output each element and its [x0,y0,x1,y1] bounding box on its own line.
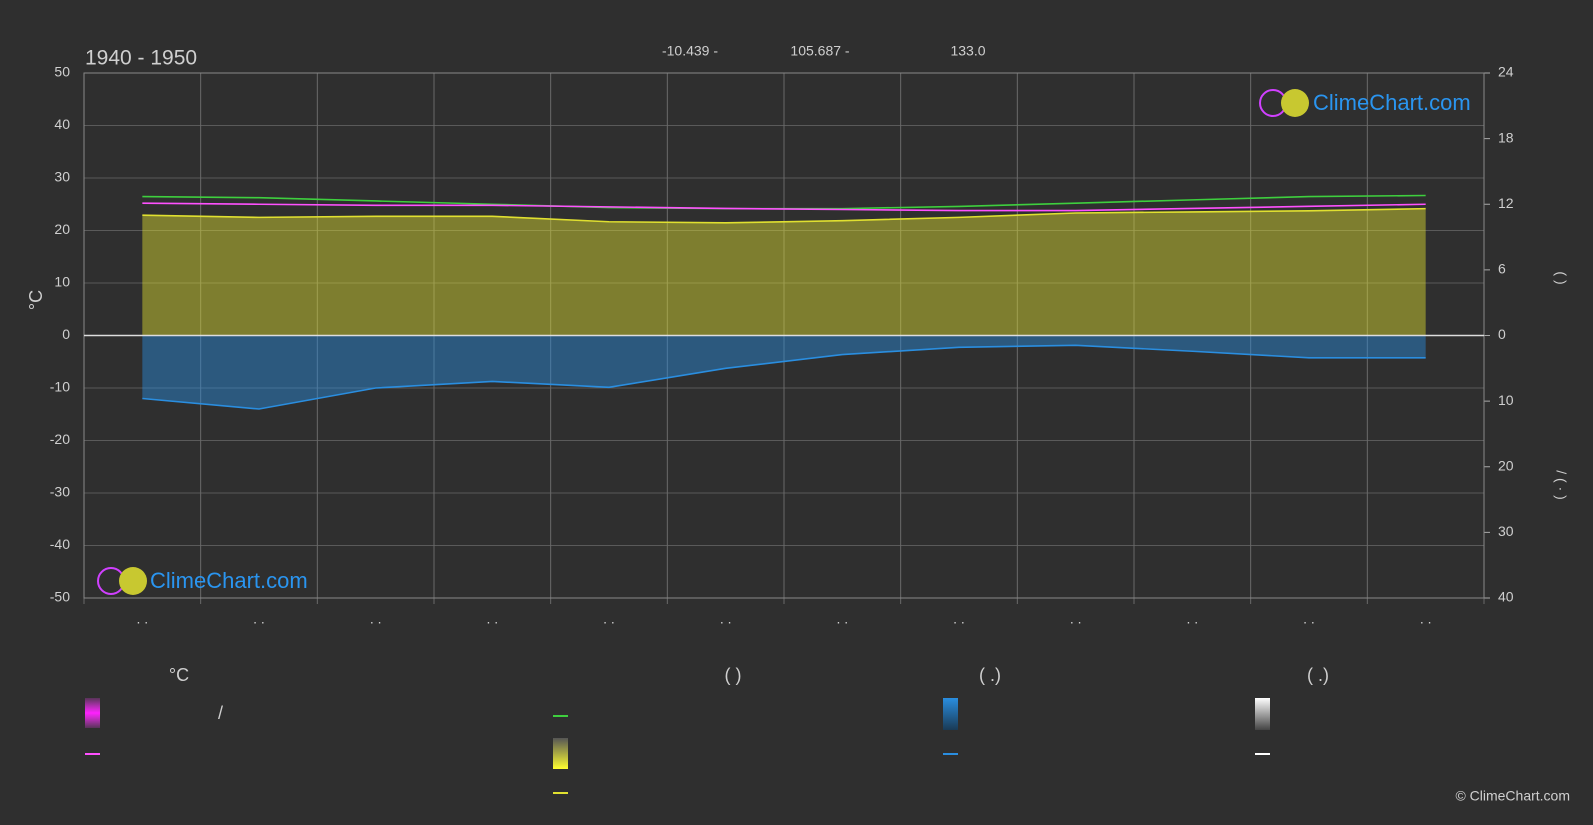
coordinate: -10.439 - [662,43,718,59]
legend-swatch [1255,698,1270,730]
y-tick-label: -30 [50,484,70,500]
y-tick-label: 20 [54,221,70,237]
y2-tick-label: 12 [1498,195,1514,211]
logo-sun [1281,89,1309,117]
series-line [142,202,1426,212]
x-tick-label: . . [1420,611,1432,627]
y-tick-label: 40 [54,116,70,132]
x-tick-label: . . [1303,611,1315,627]
legend-header: ( ) [725,665,742,685]
x-tick-label: . . [1186,611,1198,627]
y-tick-label: -10 [50,379,70,395]
logo-sun [119,567,147,595]
legend-header: °C [169,665,189,685]
chart-title: 1940 - 1950 [85,47,197,70]
x-tick-label: . . [136,611,148,627]
y-axis-label: °C [26,290,46,310]
area [142,208,1426,336]
legend-header: ( .) [1307,665,1329,685]
logo: ClimeChart.com ClimeChart.com [97,89,1471,595]
copyright: © ClimeChart.com [1455,788,1570,804]
area [142,335,1426,409]
coordinate: 133.0 [950,43,985,59]
logo-text: ClimeChart.com [1313,90,1471,115]
plot: -50 -40 -30 -20 -10 0 10 20 30 40 50 0 6 12 18 24 10 20 30… [50,64,1514,627]
y3-axis-label: / ( · ) [1553,470,1569,500]
y3-tick-label: 40 [1498,589,1514,605]
y-tick-label: -50 [50,589,70,605]
x-tick-label: . . [603,611,615,627]
y-tick-label: -40 [50,536,70,552]
x-tick-label: . . [720,611,732,627]
y2-tick-label: 18 [1498,129,1514,145]
series-line [142,344,1426,410]
x-tick-label: . . [1070,611,1082,627]
y3-tick-label: 10 [1498,392,1514,408]
y-tick-label: 50 [54,64,70,80]
logo-text: ClimeChart.com [150,568,308,593]
legend-header: ( .) [979,665,1001,685]
y2-tick-label: 0 [1498,326,1506,342]
x-tick-label: . . [486,611,498,627]
legend-swatch [943,698,958,730]
y3-tick-label: 30 [1498,523,1514,539]
coordinate: 105.687 - [790,43,849,59]
legend: °C ( ) ( .) ( .) / [85,665,1329,794]
x-tick-label: . . [836,611,848,627]
y3-tick-label: 20 [1498,457,1514,473]
y-tick-label: 10 [54,274,70,290]
y2-tick-label: 24 [1498,64,1514,80]
legend-swatch [553,738,568,769]
y-tick-label: 30 [54,169,70,185]
legend-swatch [85,698,100,728]
x-tick-label: . . [253,611,265,627]
x-tick-label: . . [953,611,965,627]
y-tick-label: 0 [62,326,70,342]
y2-axis-label: ( ) [1553,271,1569,284]
x-tick-label: . . [370,611,382,627]
legend-text: / [218,703,223,723]
y2-tick-label: 6 [1498,261,1506,277]
y-tick-label: -20 [50,431,70,447]
series-line [142,207,1426,224]
